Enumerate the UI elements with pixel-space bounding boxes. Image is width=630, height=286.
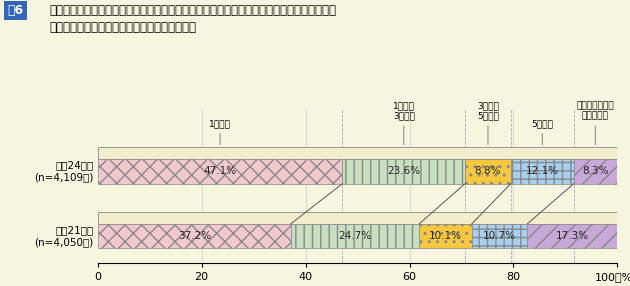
Bar xyxy=(343,159,465,184)
Text: 3年以上
5年未満: 3年以上 5年未満 xyxy=(477,101,499,145)
Text: 5年以上: 5年以上 xyxy=(531,119,553,145)
Bar xyxy=(291,224,420,248)
Text: 8.8%: 8.8% xyxy=(475,166,501,176)
Text: 1年未満: 1年未満 xyxy=(209,119,231,145)
Text: 10.1%: 10.1% xyxy=(429,231,462,241)
Text: あなたが公務員倫理に関する内容がカリキュラムに組み込まれている研修等に最後に参加し
てからどのくらいの期間が経過していますか。: あなたが公務員倫理に関する内容がカリキュラムに組み込まれている研修等に最後に参加… xyxy=(49,4,336,34)
Bar xyxy=(98,148,617,159)
Text: 17.3%: 17.3% xyxy=(556,231,589,241)
Bar xyxy=(98,224,291,248)
Bar xyxy=(472,224,527,248)
Text: 12.1%: 12.1% xyxy=(525,166,559,176)
Bar xyxy=(465,159,511,184)
Text: 一度も受講した
ことがない: 一度も受講した ことがない xyxy=(576,101,614,145)
Text: 37.2%: 37.2% xyxy=(178,231,211,241)
Text: 10.7%: 10.7% xyxy=(483,231,516,241)
Text: 23.6%: 23.6% xyxy=(387,166,420,176)
Bar xyxy=(98,212,617,224)
Text: 47.1%: 47.1% xyxy=(203,166,237,176)
Text: 24.7%: 24.7% xyxy=(338,231,372,241)
Bar xyxy=(98,159,343,184)
Bar xyxy=(420,224,472,248)
Bar xyxy=(574,159,617,184)
Text: 8.3%: 8.3% xyxy=(582,166,609,176)
Bar xyxy=(527,224,617,248)
Bar xyxy=(511,159,574,184)
Text: 1年以上
3年未満: 1年以上 3年未満 xyxy=(393,101,415,145)
Text: 図6: 図6 xyxy=(8,4,24,17)
